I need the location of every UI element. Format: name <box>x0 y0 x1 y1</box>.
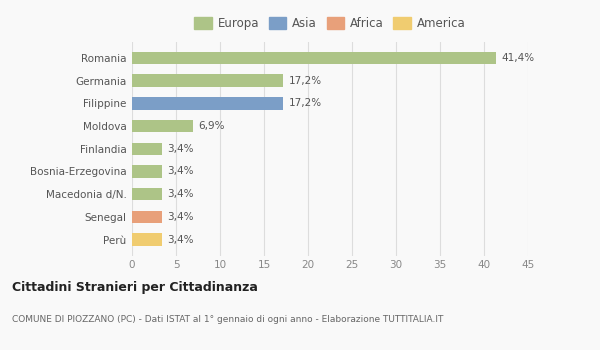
Legend: Europa, Asia, Africa, America: Europa, Asia, Africa, America <box>191 14 469 34</box>
Bar <box>132 75 283 87</box>
Bar <box>132 233 162 246</box>
Text: 3,4%: 3,4% <box>167 167 194 176</box>
Bar <box>132 142 162 155</box>
Text: 3,4%: 3,4% <box>167 234 194 245</box>
Text: 3,4%: 3,4% <box>167 189 194 199</box>
Text: 3,4%: 3,4% <box>167 144 194 154</box>
Text: 41,4%: 41,4% <box>502 53 535 63</box>
Text: Cittadini Stranieri per Cittadinanza: Cittadini Stranieri per Cittadinanza <box>12 280 258 294</box>
Bar <box>132 211 162 223</box>
Text: 3,4%: 3,4% <box>167 212 194 222</box>
Text: 6,9%: 6,9% <box>198 121 224 131</box>
Bar <box>132 188 162 201</box>
Text: 17,2%: 17,2% <box>289 98 322 108</box>
Bar <box>132 120 193 132</box>
Bar <box>132 52 496 64</box>
Text: 17,2%: 17,2% <box>289 76 322 86</box>
Text: COMUNE DI PIOZZANO (PC) - Dati ISTAT al 1° gennaio di ogni anno - Elaborazione T: COMUNE DI PIOZZANO (PC) - Dati ISTAT al … <box>12 315 443 324</box>
Bar <box>132 97 283 110</box>
Bar <box>132 165 162 178</box>
